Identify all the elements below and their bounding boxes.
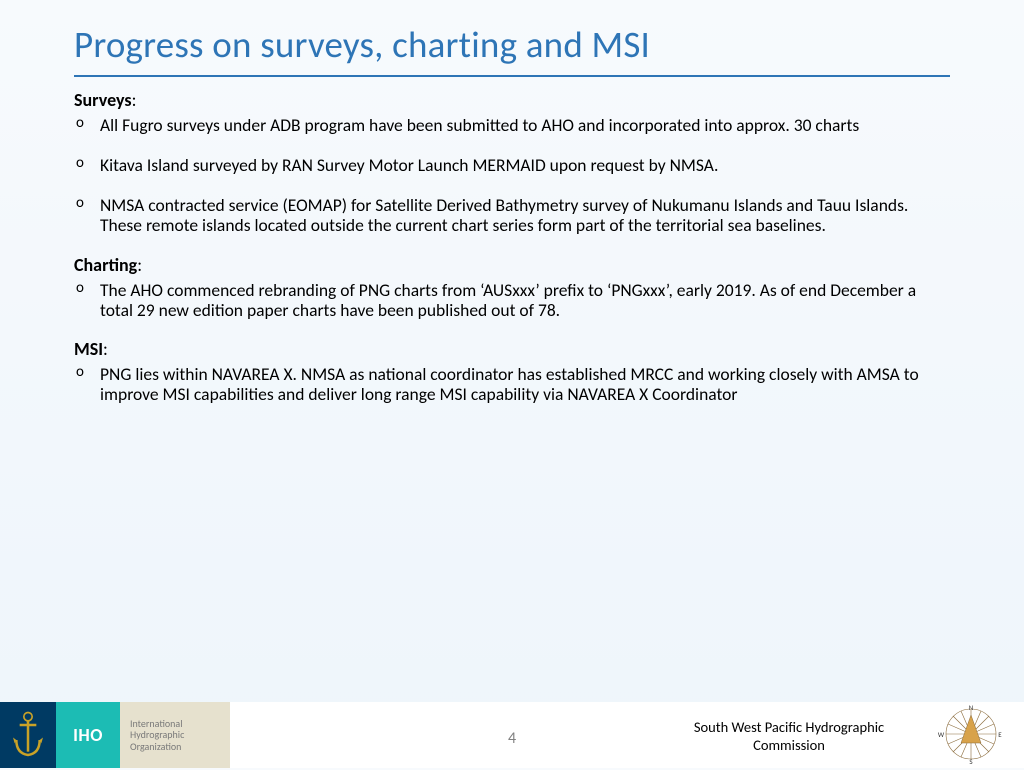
list-item: All Fugro surveys under ADB program have…: [74, 115, 950, 135]
heading-colon: :: [132, 89, 137, 111]
compass-logo: N E S W: [936, 703, 1006, 765]
compass-s: S: [969, 757, 972, 765]
section-heading-msi: MSI:: [74, 338, 950, 360]
heading-text: Surveys: [74, 89, 132, 111]
list-item: NMSA contracted service (EOMAP) for Sate…: [74, 195, 950, 235]
list-item: Kitava Island surveyed by RAN Survey Mot…: [74, 155, 950, 175]
list-item: PNG lies within NAVAREA X. NMSA as natio…: [74, 364, 950, 404]
compass-w: W: [938, 730, 945, 739]
list-item: The AHO commenced rebranding of PNG char…: [74, 280, 950, 320]
compass-e: E: [998, 730, 1002, 739]
title-rule: [74, 75, 950, 77]
section-heading-charting: Charting:: [74, 254, 950, 276]
slide-title: Progress on surveys, charting and MSI: [0, 0, 1024, 75]
bullets-surveys: All Fugro surveys under ADB program have…: [74, 115, 950, 236]
heading-text: Charting: [74, 254, 137, 276]
anchor-icon: [11, 710, 45, 760]
heading-text: MSI: [74, 338, 103, 360]
compass-icon: N E S W: [936, 703, 1006, 765]
heading-colon: :: [137, 254, 142, 276]
iho-label: IHO: [73, 724, 103, 746]
section-heading-surveys: Surveys:: [74, 89, 950, 111]
heading-colon: :: [103, 338, 108, 360]
org-line: Organization: [130, 741, 181, 753]
org-name-box: International Hydrographic Organization: [120, 702, 230, 768]
iho-logo-box: IHO: [56, 702, 120, 768]
commission-name: South West Pacific Hydrographic Commissi…: [674, 719, 904, 754]
bullets-msi: PNG lies within NAVAREA X. NMSA as natio…: [74, 364, 950, 404]
bullets-charting: The AHO commenced rebranding of PNG char…: [74, 280, 950, 320]
footer: IHO International Hydrographic Organizat…: [0, 702, 1024, 768]
page-number: 4: [508, 729, 516, 748]
anchor-logo-box: [0, 702, 56, 768]
content-area: Surveys: All Fugro surveys under ADB pro…: [0, 89, 1024, 404]
compass-n: N: [969, 703, 974, 712]
